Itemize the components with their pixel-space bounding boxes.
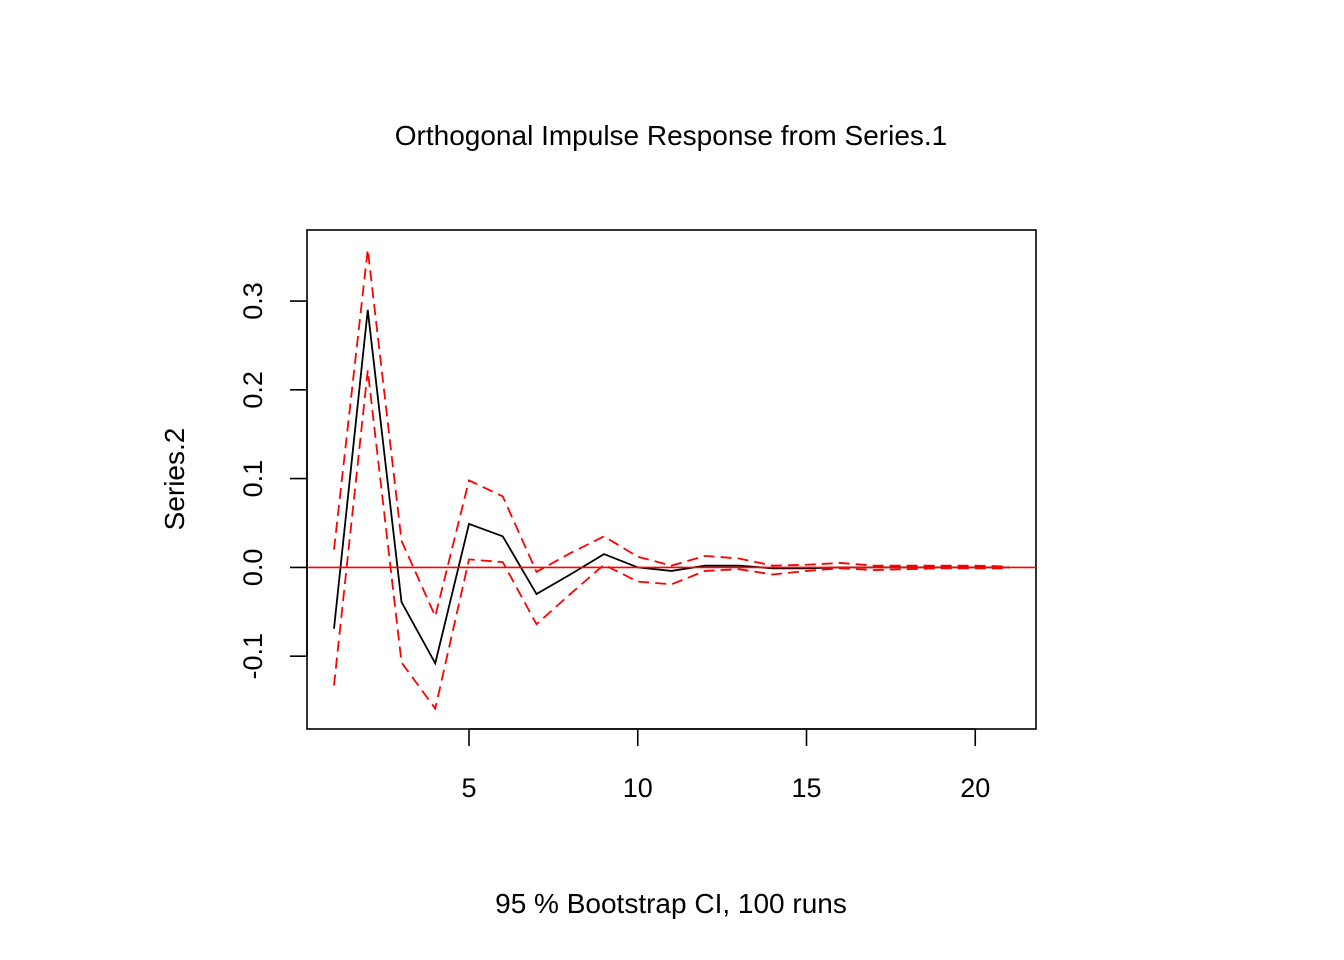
series-layer [307,249,1036,711]
y-tick-label: -0.1 [238,633,268,680]
plot-frame [306,229,1037,730]
x-tick-label: 5 [461,773,476,803]
chart-title: Orthogonal Impulse Response from Series.… [395,120,948,151]
series-line-lower [333,370,1009,711]
x-axis: 5 10 15 20 [461,728,990,803]
series-line-response [333,309,1009,666]
series-line-upper [333,249,1010,619]
x-axis-label: 95 % Bootstrap CI, 100 runs [495,888,847,919]
x-tick-label: 10 [623,773,653,803]
y-tick-label: 0.2 [238,371,268,409]
x-tick-label: 20 [960,773,990,803]
x-tick-label: 15 [791,773,821,803]
y-tick-label: 0.1 [238,460,268,498]
y-tick-label: 0.3 [238,282,268,320]
y-axis: -0.1 0.0 0.1 0.2 0.3 [238,282,308,680]
y-tick-label: 0.0 [238,549,268,587]
y-axis-label: Series.2 [159,428,190,531]
